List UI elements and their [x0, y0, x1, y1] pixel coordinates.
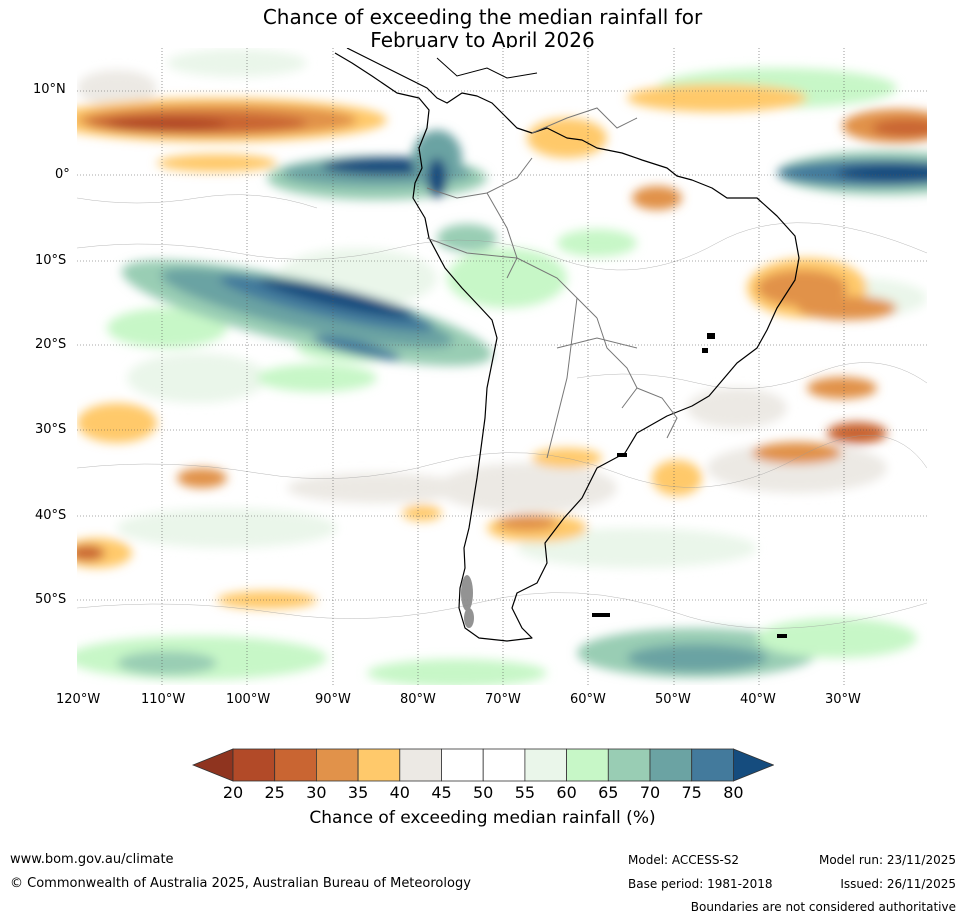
colorbar-tick-label: 30 — [306, 783, 327, 802]
colorbar-cell — [357, 748, 401, 782]
lat-label-10s: 10°S — [35, 253, 67, 268]
lon-label-110w: 110°W — [141, 692, 186, 707]
lon-label-60w: 60°W — [570, 692, 606, 707]
colorbar-tick-label: 70 — [639, 783, 661, 802]
lat-label-40s: 40°S — [35, 508, 67, 523]
colorbar-tick-label: 60 — [556, 783, 577, 802]
lon-label-30w: 30°W — [825, 692, 861, 707]
lon-label-80w: 80°W — [400, 692, 436, 707]
contour-lines — [77, 194, 927, 629]
lon-label-90w: 90°W — [315, 692, 351, 707]
lon-label-120w: 120°W — [56, 692, 101, 707]
colorbar-cell — [399, 748, 442, 782]
lat-label-20s: 20°S — [35, 337, 67, 352]
lat-label-0: 0° — [55, 167, 70, 182]
lon-label-40w: 40°W — [740, 692, 776, 707]
colorbar-tick-label: 55 — [514, 783, 536, 802]
colorbar-tick-label: 75 — [681, 783, 702, 802]
lon-label-70w: 70°W — [485, 692, 521, 707]
colorbar-tick-label: 25 — [264, 783, 285, 802]
colorbar-cell — [232, 748, 276, 782]
chart-title-line1: Chance of exceeding the median rainfall … — [262, 5, 703, 29]
colorbar-tick-label: 50 — [473, 783, 494, 802]
footer-model-run: Model run: 23/11/2025 — [818, 853, 956, 867]
colorbar-tick-label: 65 — [598, 783, 619, 802]
colorbar-cell — [274, 748, 317, 782]
small-land-features — [592, 333, 787, 638]
colorbar-tick-label: 45 — [431, 783, 452, 802]
footer-issued: Issued: 26/11/2025 — [840, 877, 956, 891]
colorbar-high-extend — [733, 748, 774, 782]
coastline-caribbean — [436, 57, 538, 79]
colorbar-cell — [316, 748, 359, 782]
footer-copyright: © Commonwealth of Australia 2025, Austra… — [10, 876, 471, 891]
footer-url: www.bom.gov.au/climate — [10, 852, 174, 867]
lat-label-30s: 30°S — [35, 422, 67, 437]
lat-label-10n: 10°N — [33, 82, 66, 97]
colorbar-cell — [441, 748, 484, 782]
colorbar-cell — [607, 748, 651, 782]
colorbar-cell — [691, 748, 734, 782]
colorbar-tick-label: 35 — [347, 783, 369, 802]
lon-label-100w: 100°W — [226, 692, 271, 707]
colorbar-cell — [482, 748, 526, 782]
colorbar-cell — [649, 748, 693, 782]
footer-model: Model: ACCESS-S2 — [628, 853, 740, 867]
lon-label-50w: 50°W — [655, 692, 691, 707]
graticule — [77, 48, 927, 685]
colorbar-cell — [566, 748, 609, 782]
footer-disclaimer: Boundaries are not considered authoritat… — [690, 900, 956, 914]
colorbar-low-extend — [192, 748, 234, 782]
colorbar-tick-label: 40 — [389, 783, 410, 802]
colorbar-cell — [524, 748, 567, 782]
footer-base-period: Base period: 1981-2018 — [628, 877, 773, 891]
coastline-south-america — [334, 48, 800, 642]
colorbar-label: Chance of exceeding median rainfall (%) — [309, 808, 656, 828]
colorbar — [192, 748, 774, 782]
patagonia-ice-fields — [461, 575, 474, 628]
colorbar-tick-label: 80 — [723, 783, 744, 802]
rainfall-probability-map — [77, 48, 927, 685]
lat-label-50s: 50°S — [35, 592, 67, 607]
country-borders — [426, 107, 678, 459]
colorbar-tick-label: 20 — [222, 783, 244, 802]
